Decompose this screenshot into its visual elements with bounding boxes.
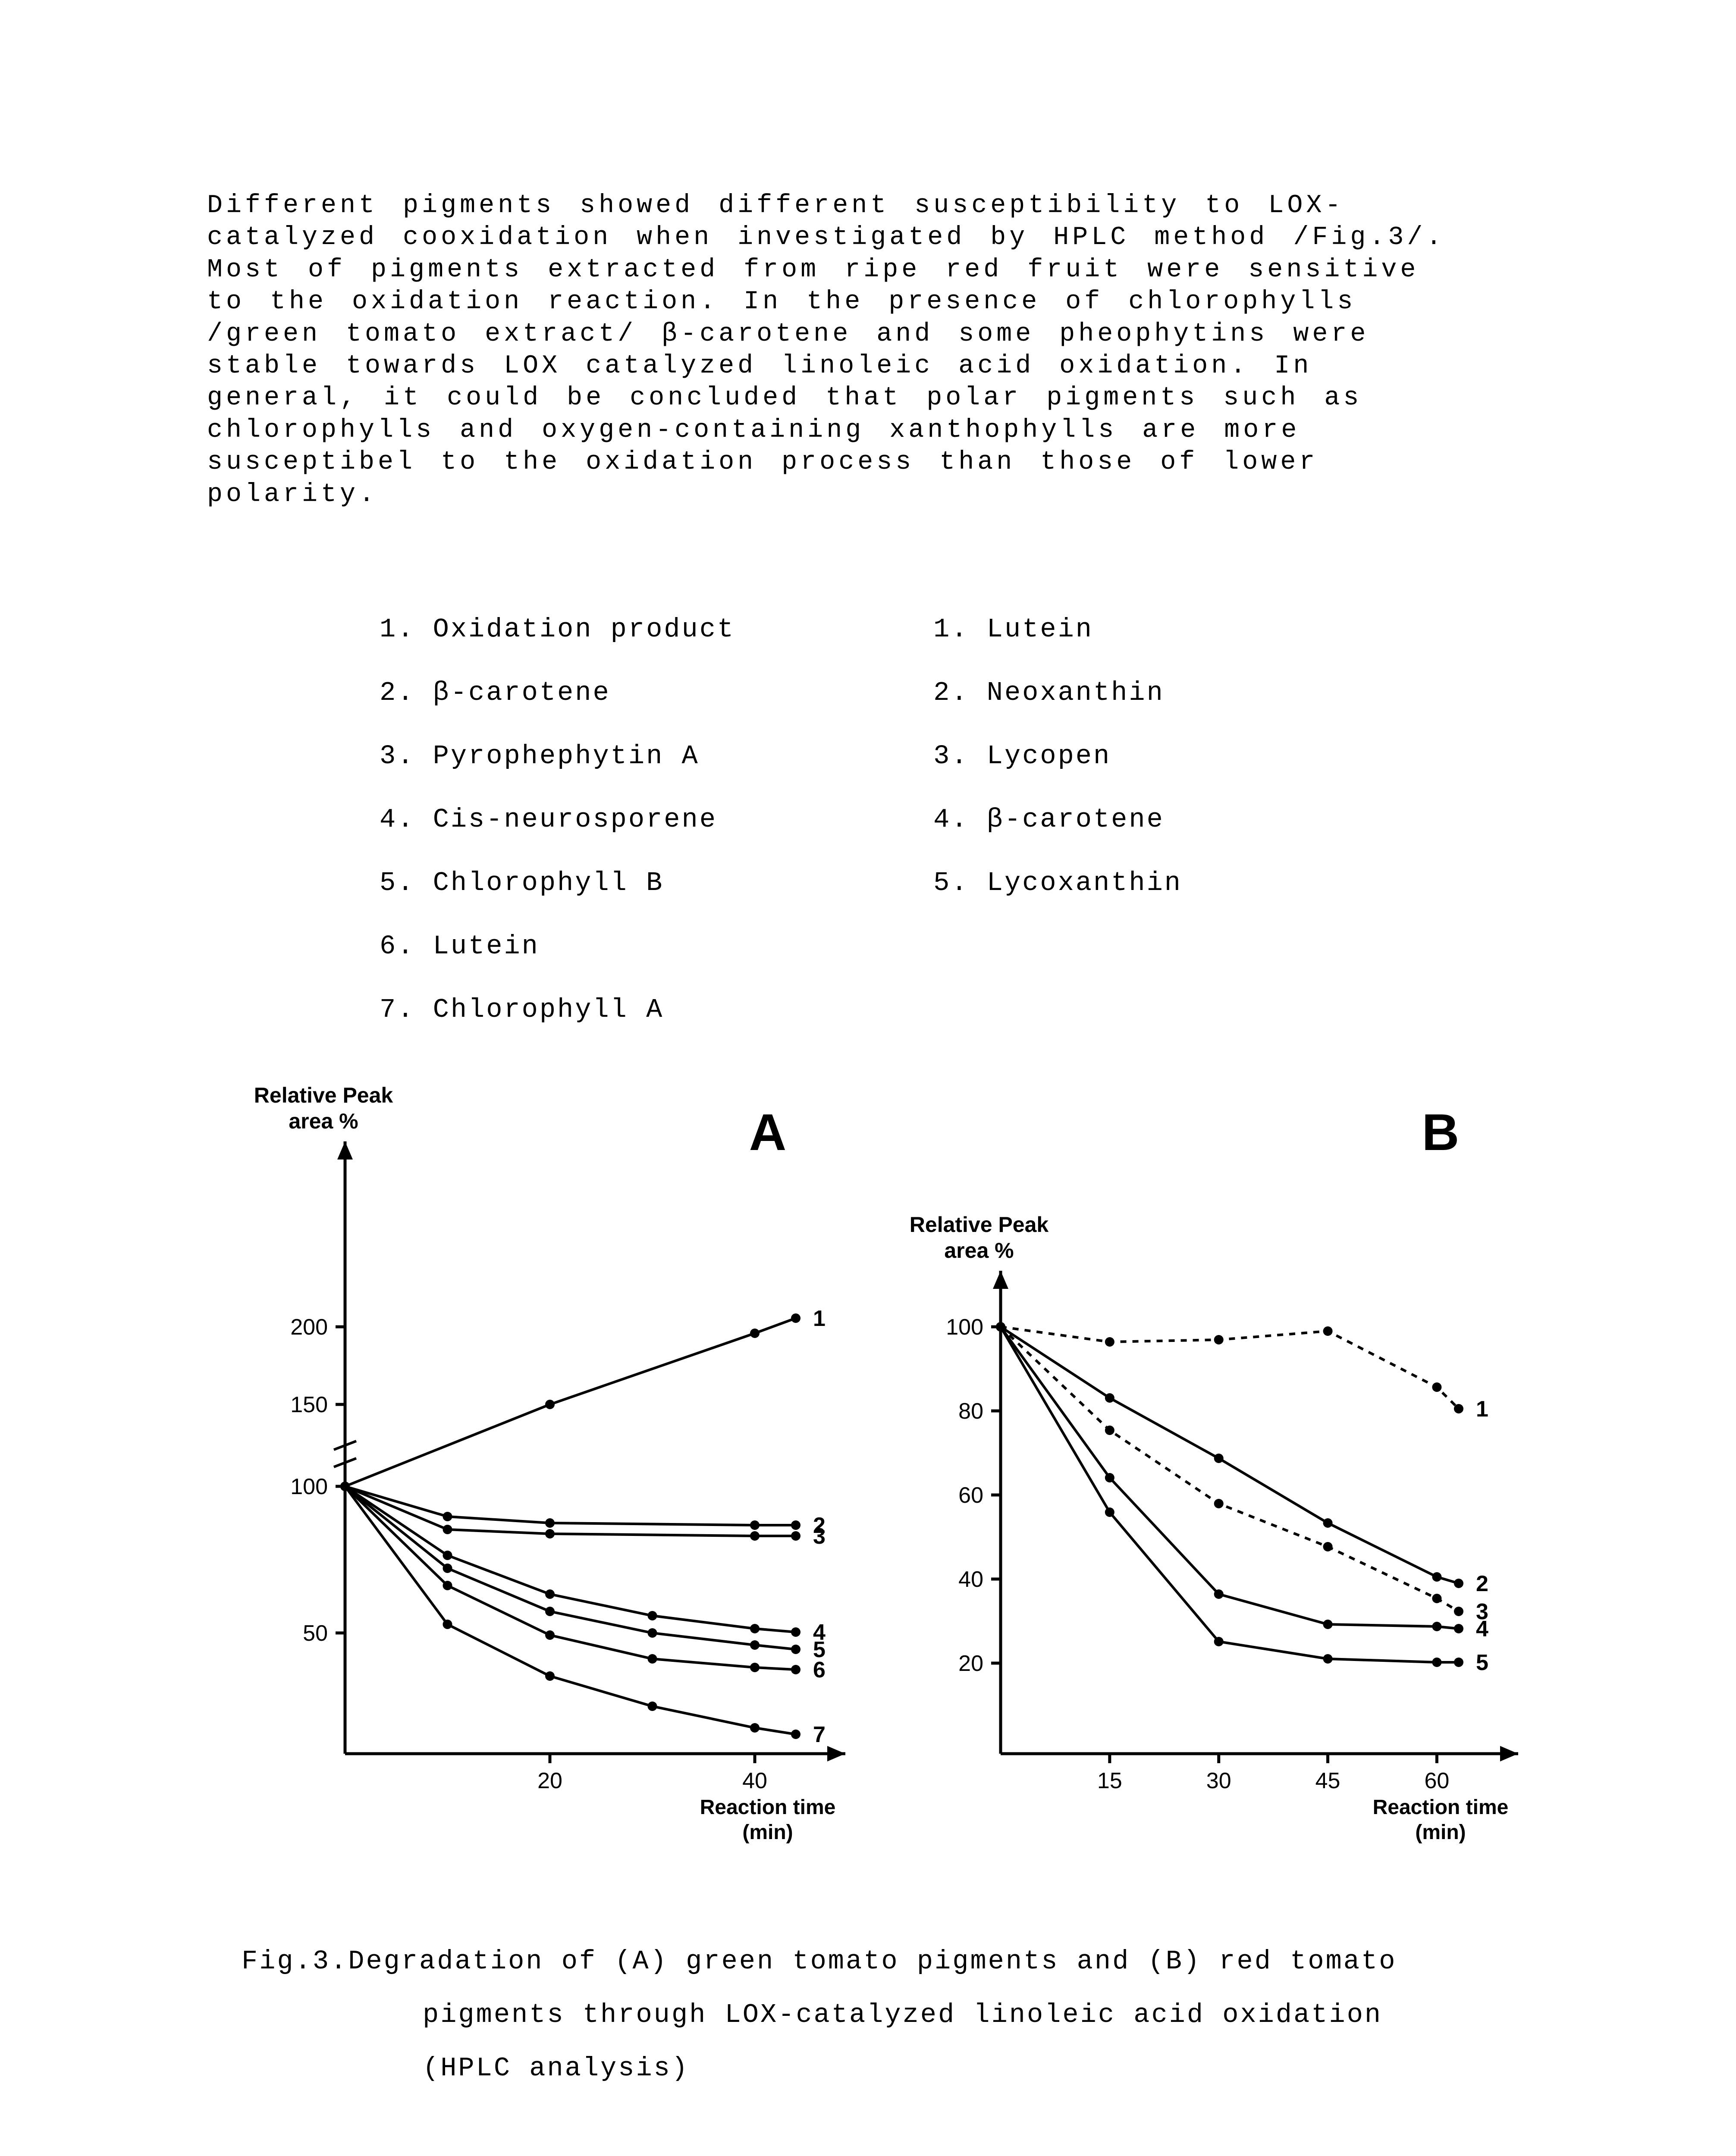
svg-text:100: 100	[290, 1474, 328, 1499]
svg-text:80: 80	[958, 1399, 983, 1424]
figure-caption: Fig.3.Degradation of (A) green tomato pi…	[242, 1935, 1529, 2095]
chart-b: BRelative Peakarea %2040608010015304560R…	[897, 1055, 1570, 1892]
svg-text:40: 40	[958, 1567, 983, 1592]
svg-text:5: 5	[1476, 1650, 1488, 1675]
svg-text:45: 45	[1315, 1768, 1340, 1793]
document-page: Different pigments showed different susc…	[0, 0, 1736, 2156]
legend-row: 1. Oxidation product 2. β-carotene 3. Pyro…	[207, 614, 1529, 1025]
svg-text:Relative Peak: Relative Peak	[254, 1083, 393, 1107]
legend-a-list: 1. Oxidation product 2. β-carotene 3. Pyro…	[380, 614, 735, 1025]
legend-item: 4. β-carotene	[933, 804, 1182, 835]
svg-text:4: 4	[1476, 1617, 1488, 1642]
caption-line-2: pigments through LOX-catalyzed linoleic …	[242, 1988, 1529, 2042]
svg-text:20: 20	[537, 1768, 562, 1793]
legend-item: 7. Chlorophyll A	[380, 994, 735, 1025]
svg-text:B: B	[1422, 1103, 1460, 1161]
svg-text:100: 100	[946, 1315, 983, 1340]
svg-text:60: 60	[958, 1483, 983, 1508]
legend-item: 1. Lutein	[933, 614, 1182, 645]
svg-text:15: 15	[1097, 1768, 1122, 1793]
svg-text:Reaction time: Reaction time	[700, 1796, 836, 1819]
legend-item: 2. β-carotene	[380, 677, 735, 708]
svg-text:Reaction time: Reaction time	[1373, 1796, 1509, 1819]
charts-row: ARelative Peakarea %501001502002040React…	[224, 1055, 1529, 1892]
caption-line-3: (HPLC analysis)	[242, 2042, 1529, 2095]
svg-text:200: 200	[290, 1315, 328, 1340]
legend-item: 3. Lycopen	[933, 741, 1182, 771]
svg-text:A: A	[749, 1103, 787, 1161]
svg-text:2: 2	[1476, 1571, 1488, 1596]
svg-text:30: 30	[1206, 1768, 1231, 1793]
body-paragraph: Different pigments showed different susc…	[207, 190, 1529, 511]
svg-text:20: 20	[958, 1651, 983, 1676]
svg-text:150: 150	[290, 1392, 328, 1417]
svg-text:area %: area %	[944, 1238, 1014, 1263]
svg-text:(min): (min)	[1415, 1821, 1466, 1844]
legend-item: 5. Lycoxanthin	[933, 868, 1182, 898]
svg-text:(min): (min)	[742, 1821, 793, 1844]
svg-text:1: 1	[1476, 1397, 1488, 1422]
svg-text:60: 60	[1425, 1768, 1450, 1793]
svg-text:40: 40	[742, 1768, 767, 1793]
chart-a: A Relative Peakarea % 50 100 150 200 20 40 React…	[224, 1055, 897, 1892]
svg-text:area %: area %	[289, 1109, 358, 1133]
legend-b-list: 1. Lutein 2. Neoxanthin 3. Lycopen 4. β-car…	[933, 614, 1182, 1025]
svg-text:3: 3	[813, 1524, 826, 1549]
legend-item: 4. Cis-neurosporene	[380, 804, 735, 835]
legend-item: 6. Lutein	[380, 931, 735, 962]
svg-text:50: 50	[303, 1621, 328, 1646]
legend-item: 5. Chlorophyll B	[380, 868, 735, 898]
caption-line-1: Fig.3.Degradation of (A) green tomato pi…	[242, 1935, 1529, 1988]
legend-item: 3. Pyrophephytin A	[380, 741, 735, 771]
svg-text:1: 1	[813, 1306, 826, 1331]
svg-text:7: 7	[813, 1722, 826, 1747]
legend-item: 2. Neoxanthin	[933, 677, 1182, 708]
legend-item: 1. Oxidation product	[380, 614, 735, 645]
svg-text:6: 6	[813, 1658, 826, 1683]
svg-text:Relative Peak: Relative Peak	[910, 1213, 1049, 1237]
